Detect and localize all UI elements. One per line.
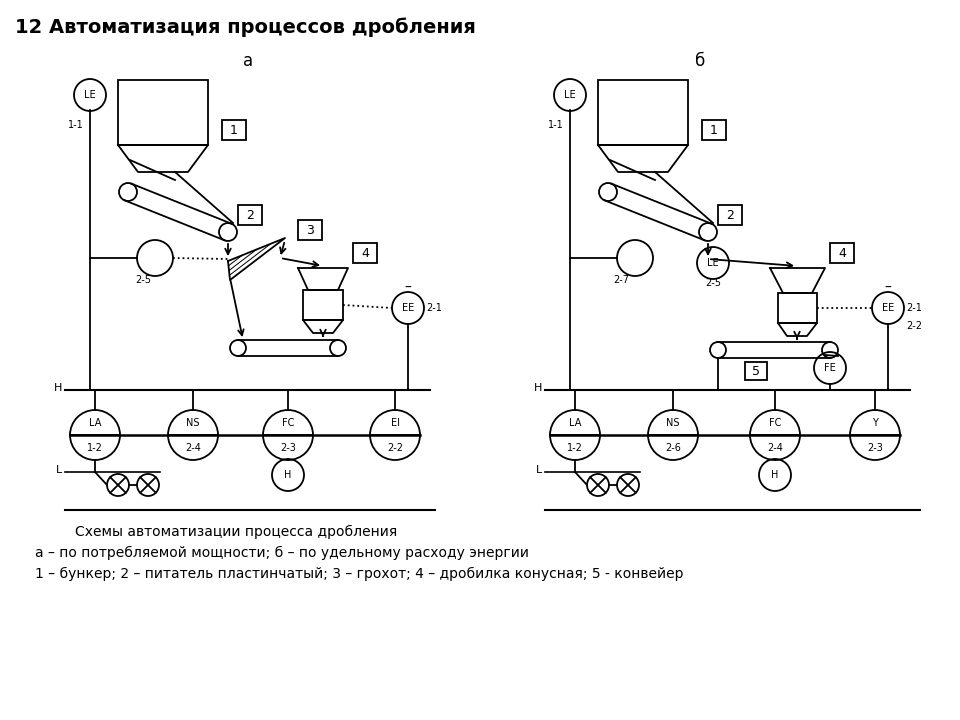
Bar xyxy=(830,243,854,263)
Text: EE: EE xyxy=(882,303,894,313)
Text: L: L xyxy=(56,465,62,475)
Text: LE: LE xyxy=(564,90,576,100)
Bar xyxy=(598,80,688,145)
Text: 2-5: 2-5 xyxy=(135,275,151,285)
Text: 2-4: 2-4 xyxy=(767,443,783,452)
Text: H: H xyxy=(54,383,62,393)
Text: 2-1: 2-1 xyxy=(906,303,922,313)
Bar xyxy=(745,362,767,380)
Text: а: а xyxy=(243,52,253,70)
Text: 1-2: 1-2 xyxy=(567,443,583,452)
Bar xyxy=(238,205,262,225)
Text: 1 – бункер; 2 – питатель пластинчатый; 3 – грохот; 4 – дробилка конусная; 5 - ко: 1 – бункер; 2 – питатель пластинчатый; 3… xyxy=(35,567,684,581)
Text: FE: FE xyxy=(824,363,836,373)
Text: 2: 2 xyxy=(246,209,254,222)
Text: 1-1: 1-1 xyxy=(548,120,564,130)
Text: 4: 4 xyxy=(838,246,846,259)
Text: 1: 1 xyxy=(710,124,718,137)
Text: H: H xyxy=(534,383,542,393)
Text: LE: LE xyxy=(84,90,96,100)
Text: 2-7: 2-7 xyxy=(613,275,629,285)
Text: 1: 1 xyxy=(230,124,238,137)
Text: H: H xyxy=(284,470,292,480)
Text: 1-2: 1-2 xyxy=(87,443,103,452)
Text: L: L xyxy=(536,465,542,475)
Bar xyxy=(702,120,726,140)
Bar xyxy=(778,293,817,323)
Bar xyxy=(303,290,343,320)
Text: а – по потребляемой мощности; б – по удельному расходу энергии: а – по потребляемой мощности; б – по уде… xyxy=(35,546,529,560)
Text: 2-4: 2-4 xyxy=(185,443,201,452)
Text: FC: FC xyxy=(282,418,294,428)
Text: 2: 2 xyxy=(726,209,734,222)
Text: EE: EE xyxy=(402,303,414,313)
Text: б: б xyxy=(695,52,706,70)
Bar xyxy=(222,120,246,140)
Bar xyxy=(118,80,208,145)
Text: LA: LA xyxy=(569,418,581,428)
Text: 2-2: 2-2 xyxy=(387,443,403,452)
Text: LA: LA xyxy=(89,418,101,428)
Text: LE: LE xyxy=(708,258,719,268)
Text: 2-6: 2-6 xyxy=(665,443,681,452)
Text: NS: NS xyxy=(186,418,200,428)
Text: 12 Автоматизация процессов дробления: 12 Автоматизация процессов дробления xyxy=(15,17,476,37)
Text: NS: NS xyxy=(666,418,680,428)
Text: –: – xyxy=(404,281,412,295)
Text: Y: Y xyxy=(872,418,878,428)
Text: Схемы автоматизации процесса дробления: Схемы автоматизации процесса дробления xyxy=(75,525,397,539)
Text: FC: FC xyxy=(769,418,781,428)
Text: EI: EI xyxy=(391,418,399,428)
Bar xyxy=(718,205,742,225)
Text: 1-1: 1-1 xyxy=(68,120,84,130)
Text: 2-5: 2-5 xyxy=(705,278,721,288)
Bar xyxy=(353,243,377,263)
Text: 2-1: 2-1 xyxy=(426,303,442,313)
Text: 5: 5 xyxy=(752,364,760,377)
Bar xyxy=(298,220,322,240)
Text: 3: 3 xyxy=(306,223,314,236)
Text: 2-2: 2-2 xyxy=(906,321,922,331)
Text: H: H xyxy=(771,470,779,480)
Text: 4: 4 xyxy=(361,246,369,259)
Text: 2-3: 2-3 xyxy=(867,443,883,452)
Text: –: – xyxy=(884,281,892,295)
Text: 2-3: 2-3 xyxy=(280,443,296,452)
